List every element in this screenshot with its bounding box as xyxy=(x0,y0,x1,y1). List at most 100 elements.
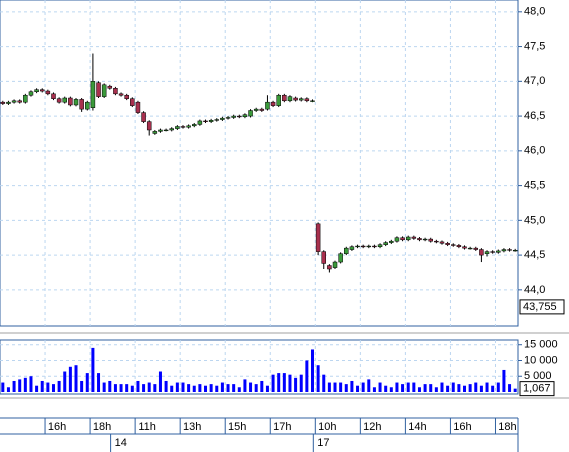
volume-bar xyxy=(384,385,388,392)
candle-body xyxy=(327,265,332,270)
candle-body xyxy=(298,98,304,101)
volume-bar xyxy=(158,371,162,392)
y-tick-label: 44,0 xyxy=(524,284,545,296)
candle-body xyxy=(146,121,152,131)
candle-body xyxy=(467,247,473,250)
price-marker-box xyxy=(519,299,565,315)
volume-bar xyxy=(130,385,134,392)
volume-bar xyxy=(327,382,331,392)
x-tick-label: 10h xyxy=(318,421,336,433)
volume-bar xyxy=(513,388,517,392)
x-tick-label: 15h xyxy=(228,421,246,433)
candle-body xyxy=(39,89,45,92)
volume-bar xyxy=(113,384,117,392)
candle-body xyxy=(197,120,203,125)
x-tick-label: 17h xyxy=(273,421,291,433)
volume-bar xyxy=(288,374,292,392)
volume-bar xyxy=(367,379,371,392)
candle-body xyxy=(56,98,62,103)
volume-bar xyxy=(142,384,146,392)
volume-bar xyxy=(417,387,421,392)
volume-bar xyxy=(175,382,179,392)
candle-body xyxy=(265,101,270,110)
volume-bar xyxy=(254,384,258,392)
candle-body xyxy=(73,99,79,106)
candle-body xyxy=(175,126,180,129)
volume-bar xyxy=(463,385,467,392)
candle-body xyxy=(130,98,135,106)
candle-body xyxy=(118,93,124,96)
volume-bar xyxy=(204,385,208,392)
volume-bar xyxy=(260,380,264,392)
volume-bar xyxy=(434,387,438,392)
volume-bar xyxy=(322,374,326,392)
candle-body xyxy=(282,94,287,102)
y-tick-label: 47,5 xyxy=(524,40,545,52)
volume-bar xyxy=(57,380,61,392)
volume-bar xyxy=(232,384,236,392)
volume-bar xyxy=(412,382,416,392)
volume-bar xyxy=(429,384,433,392)
volume-bar xyxy=(85,373,89,392)
x-tick-label: 11h xyxy=(138,421,156,433)
y-tick-label: 45,5 xyxy=(524,179,545,191)
volume-bar xyxy=(198,384,202,392)
candle-body xyxy=(192,124,197,127)
volume-bar xyxy=(46,382,50,392)
volume-bar xyxy=(310,349,314,392)
volume-bar xyxy=(474,382,478,392)
candle-body xyxy=(411,236,417,239)
volume-bar xyxy=(192,385,196,392)
candle-body xyxy=(0,101,6,104)
volume-bar xyxy=(108,380,112,392)
volume-bar xyxy=(446,385,450,392)
volume-bar xyxy=(299,374,303,392)
candle-body xyxy=(113,88,118,95)
candle-body xyxy=(124,94,129,99)
volume-bar xyxy=(423,384,427,392)
volume-bar xyxy=(508,384,512,392)
volume-bar xyxy=(457,384,461,392)
y-tick-label: 5 000 xyxy=(524,370,552,382)
volume-bar xyxy=(265,385,269,392)
volume-bar xyxy=(136,380,140,392)
candle-body xyxy=(422,238,428,241)
day-label: 17 xyxy=(317,437,329,449)
candle-body xyxy=(405,236,411,241)
y-tick-label: 45,0 xyxy=(524,214,545,226)
candle-body xyxy=(439,241,445,244)
candle-body xyxy=(107,85,113,89)
volume-bar xyxy=(479,385,483,392)
volume-bar xyxy=(378,382,382,392)
volume-bar xyxy=(29,376,33,392)
candle-body xyxy=(456,245,462,248)
volume-bar xyxy=(51,384,55,392)
volume-bar xyxy=(406,382,410,392)
candle-body xyxy=(96,82,101,97)
candle-body xyxy=(152,131,158,134)
candle-body xyxy=(11,100,17,103)
volume-bar xyxy=(91,347,95,392)
candle-body xyxy=(85,101,90,110)
candle-body xyxy=(445,243,450,245)
candle-body xyxy=(332,261,338,268)
candle-body xyxy=(434,240,439,243)
volume-pane xyxy=(0,339,519,395)
candle-body xyxy=(490,251,495,253)
volume-bar xyxy=(333,382,337,392)
candle-body xyxy=(501,249,507,252)
candle-body xyxy=(248,110,253,117)
candle-body xyxy=(214,119,220,121)
candle-body xyxy=(253,108,259,111)
candle-body xyxy=(451,244,456,246)
candle-body xyxy=(158,129,163,132)
candle-body xyxy=(496,250,501,253)
candle-body xyxy=(400,237,405,241)
candle-body xyxy=(389,240,394,243)
candle-body xyxy=(512,249,518,252)
volume-bar xyxy=(389,387,393,392)
volume-bar xyxy=(395,382,399,392)
volume-bar xyxy=(18,379,22,392)
x-tick-label: 16h xyxy=(48,421,66,433)
